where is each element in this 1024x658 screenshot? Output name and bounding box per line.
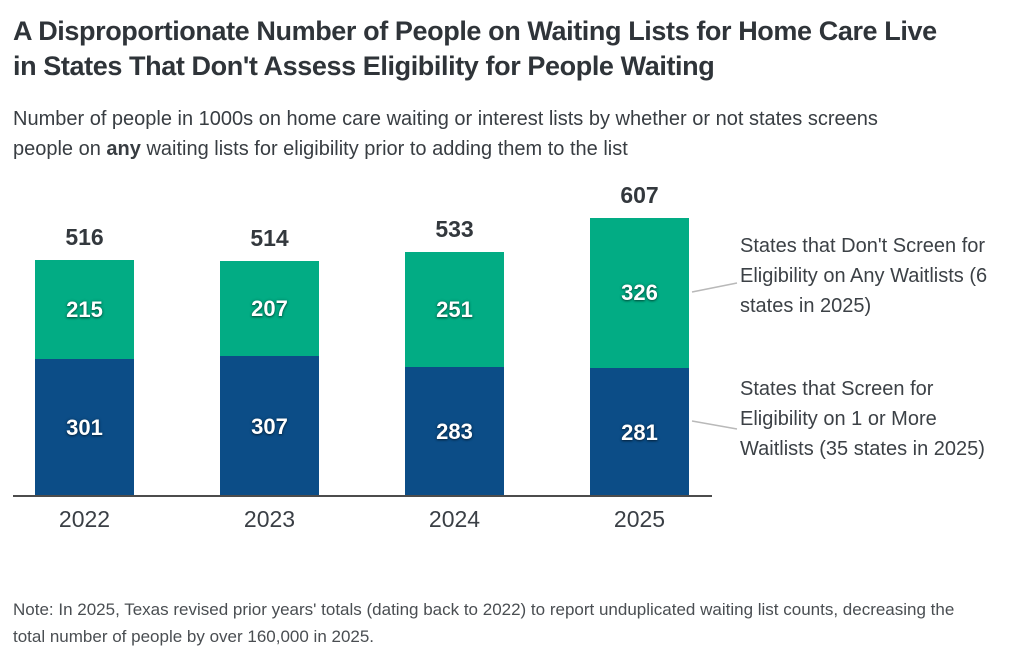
x-axis-label: 2025 bbox=[613, 506, 666, 532]
bar-2024: 251 283 bbox=[405, 252, 504, 497]
bar-segment-screen: 281 bbox=[590, 368, 689, 497]
leader-line-screen bbox=[691, 420, 738, 430]
x-axis-label: 2022 bbox=[58, 506, 111, 532]
x-axis-label: 2023 bbox=[243, 506, 296, 532]
leader-line-dont-screen bbox=[691, 282, 738, 293]
legend-item-dont-screen: States that Don't Screen for Eligibility… bbox=[740, 235, 988, 317]
bar-segment-dont-screen: 251 bbox=[405, 252, 504, 367]
bar-total-label: 516 bbox=[65, 224, 104, 250]
bar-value-label: 251 bbox=[436, 296, 473, 322]
x-axis-label: 2024 bbox=[428, 506, 481, 532]
chart-note: Note: In 2025, Texas revised prior years… bbox=[13, 600, 955, 646]
bar-value-label: 207 bbox=[251, 295, 288, 321]
bar-2022: 215 301 bbox=[35, 260, 134, 497]
bar-2025: 326 281 bbox=[590, 218, 689, 497]
bar-value-label: 281 bbox=[621, 419, 658, 445]
bar-segment-screen: 301 bbox=[35, 359, 134, 497]
bar-segment-dont-screen: 326 bbox=[590, 218, 689, 368]
bar-value-label: 301 bbox=[66, 415, 103, 440]
bar-segment-dont-screen: 207 bbox=[220, 261, 319, 356]
bar-segment-screen: 307 bbox=[220, 356, 319, 497]
subtitle-text-bold: any bbox=[106, 138, 141, 160]
bar-total-label: 514 bbox=[250, 225, 289, 251]
bar-value-label: 326 bbox=[621, 280, 658, 305]
bar-value-label: 307 bbox=[251, 413, 288, 439]
legend-item-screen: States that Screen for Eligibility on 1 … bbox=[740, 378, 985, 460]
bar-2023: 207 307 bbox=[220, 261, 319, 497]
chart-subtitle: Number of people in 1000s on home care w… bbox=[13, 104, 913, 164]
bar-value-label: 283 bbox=[436, 419, 473, 444]
bar-segment-dont-screen: 215 bbox=[35, 260, 134, 359]
bar-total-label: 533 bbox=[435, 216, 474, 242]
subtitle-text-suffix: waiting lists for eligibility prior to a… bbox=[140, 138, 628, 160]
bar-total-label: 607 bbox=[620, 182, 659, 208]
chart-title: A Disproportionate Number of People on W… bbox=[13, 16, 937, 81]
bar-value-label: 215 bbox=[66, 296, 103, 322]
subtitle-text-prefix: Number of people in 1000s on home care w… bbox=[13, 108, 878, 160]
x-axis-line bbox=[13, 495, 712, 497]
bar-segment-screen: 283 bbox=[405, 367, 504, 497]
